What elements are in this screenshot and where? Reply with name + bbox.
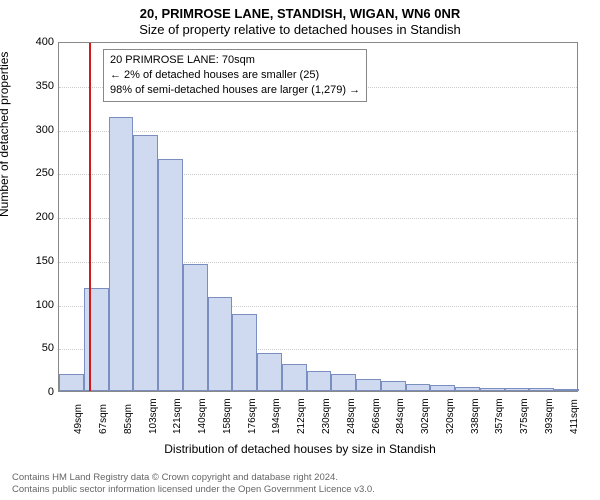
y-tick-label: 250 xyxy=(14,167,54,179)
histogram-bar xyxy=(282,364,307,391)
x-tick-label: 411sqm xyxy=(569,399,580,434)
x-tick-label: 302sqm xyxy=(420,398,431,434)
x-tick-label: 248sqm xyxy=(346,398,357,434)
x-tick-label: 140sqm xyxy=(197,398,208,434)
histogram-bar xyxy=(331,374,356,391)
histogram-bar xyxy=(356,379,381,391)
histogram-bar xyxy=(158,159,183,391)
x-axis-label: Distribution of detached houses by size … xyxy=(0,442,600,456)
histogram-bar xyxy=(505,388,530,391)
histogram-bar xyxy=(430,385,455,391)
histogram-bar xyxy=(84,288,109,391)
histogram-bar xyxy=(208,297,233,392)
histogram-bar xyxy=(133,135,158,391)
y-tick-label: 400 xyxy=(14,36,54,48)
x-tick-label: 121sqm xyxy=(172,398,183,434)
x-tick-label: 375sqm xyxy=(519,398,530,434)
annotation-line: ← 2% of detached houses are smaller (25) xyxy=(110,68,360,83)
y-tick-label: 50 xyxy=(14,342,54,354)
x-tick-label: 266sqm xyxy=(371,398,382,434)
histogram-bar xyxy=(307,371,332,391)
x-tick-label: 393sqm xyxy=(544,398,555,434)
histogram-bar xyxy=(381,381,406,392)
histogram-bar xyxy=(529,388,554,391)
plot-area: 20 PRIMROSE LANE: 70sqm← 2% of detached … xyxy=(58,42,578,392)
y-tick-label: 350 xyxy=(14,80,54,92)
y-tick-label: 150 xyxy=(14,255,54,267)
x-tick-label: 230sqm xyxy=(321,398,332,434)
chart-container: 20, PRIMROSE LANE, STANDISH, WIGAN, WN6 … xyxy=(0,0,600,500)
y-tick-label: 100 xyxy=(14,299,54,311)
y-axis-label: Number of detached properties xyxy=(0,52,11,217)
x-tick-label: 357sqm xyxy=(494,398,505,434)
histogram-bar xyxy=(59,374,84,392)
x-tick-label: 320sqm xyxy=(445,398,456,434)
x-tick-label: 284sqm xyxy=(395,398,406,434)
histogram-bar xyxy=(455,387,480,391)
histogram-bar xyxy=(109,117,134,391)
annotation-line: 20 PRIMROSE LANE: 70sqm xyxy=(110,53,360,68)
annotation-line: 98% of semi-detached houses are larger (… xyxy=(110,83,360,98)
histogram-bar xyxy=(232,314,257,391)
histogram-bar xyxy=(554,389,579,391)
reference-line xyxy=(89,43,91,391)
x-tick-label: 67sqm xyxy=(98,404,109,434)
x-tick-label: 49sqm xyxy=(73,404,84,434)
x-tick-label: 176sqm xyxy=(247,398,258,434)
y-tick-label: 200 xyxy=(14,211,54,223)
annotation-box: 20 PRIMROSE LANE: 70sqm← 2% of detached … xyxy=(103,49,367,102)
x-tick-label: 103sqm xyxy=(148,398,159,434)
footer-attribution: Contains HM Land Registry data © Crown c… xyxy=(12,472,588,496)
x-tick-label: 194sqm xyxy=(271,398,282,434)
x-tick-label: 85sqm xyxy=(123,404,134,434)
histogram-bar xyxy=(480,388,505,392)
footer-line-1: Contains HM Land Registry data © Crown c… xyxy=(12,472,588,484)
title-sub: Size of property relative to detached ho… xyxy=(0,22,600,37)
gridline xyxy=(59,131,577,132)
x-tick-label: 212sqm xyxy=(296,398,307,434)
x-tick-label: 158sqm xyxy=(222,398,233,434)
histogram-bar xyxy=(183,264,208,391)
histogram-bar xyxy=(406,384,431,391)
y-tick-label: 300 xyxy=(14,124,54,136)
y-tick-label: 0 xyxy=(14,386,54,398)
histogram-bar xyxy=(257,353,282,391)
x-tick-label: 338sqm xyxy=(470,398,481,434)
footer-line-2: Contains public sector information licen… xyxy=(12,484,588,496)
title-main: 20, PRIMROSE LANE, STANDISH, WIGAN, WN6 … xyxy=(0,6,600,21)
